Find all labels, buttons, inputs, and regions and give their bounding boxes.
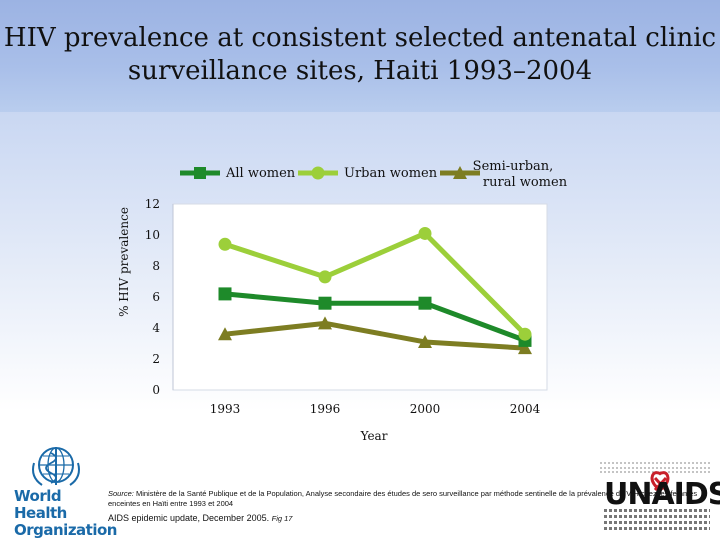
legend-label-all-women: All women [225,166,296,181]
x-tick-label: 2004 [510,402,541,416]
who-wordmark: World Health Organization [14,487,117,539]
unaids-wordmark: UNAIDS [604,477,720,512]
x-tick-label: 2000 [410,402,441,416]
figure-number: Fig 17 [271,514,293,523]
footer-citation: AIDS epidemic update, December 2005. Fig… [108,513,292,523]
x-tick-label: 1993 [210,402,241,416]
series-layer [218,226,532,355]
data-point-semi-urban-rural-women [518,341,532,355]
legend-marker-urban-women [311,166,325,180]
legend-item-semi-urban-women: Semi-urban, rural women [440,159,568,190]
data-point-urban-women [418,226,432,240]
data-point-semi-urban-rural-women [318,316,332,330]
legend-marker-all-women [194,167,206,179]
data-point-urban-women [318,270,332,284]
legend-label-urban-women: Urban women [344,166,438,181]
y-tick-label: 6 [152,290,160,304]
legend-item-all-women: All women [180,166,296,181]
data-point-semi-urban-rural-women [218,327,232,341]
data-point-urban-women [518,327,532,341]
unaids-tagline [604,509,710,533]
who-wordmark-line-2: Organization [14,521,117,539]
legend-marker-semi-urban-women [453,166,467,179]
y-tick-label: 2 [152,352,160,366]
title-banner [0,0,720,112]
series-line-urban-women [224,230,527,336]
y-tick-label: 4 [152,321,160,335]
who-emblem-icon [32,447,80,486]
legend: All women Urban women Semi-urban, rural … [180,159,568,190]
who-wordmark-line-1: World Health [14,487,67,522]
source-label: Source: [108,489,134,498]
x-axis-ticks: 1993 1996 2000 2004 [210,402,541,416]
x-tick-label: 1996 [310,402,341,416]
page-title: HIV prevalence at consistent selected an… [0,22,720,88]
y-tick-label: 8 [152,259,160,273]
footer-text: AIDS epidemic update, December 2005. [108,513,270,523]
data-point-all-women [318,296,332,310]
x-axis-title: Year [360,429,388,443]
data-point-semi-urban-rural-women [418,334,432,348]
title-line-1: HIV prevalence at consistent selected an… [3,23,717,53]
legend-item-urban-women: Urban women [298,166,438,181]
y-axis-title: % HIV prevalence [117,207,131,317]
series-line-all-women [224,291,526,343]
y-tick-label: 10 [145,228,160,242]
legend-label-semi-urban-line-1: Semi-urban, [473,159,554,174]
y-axis-ticks: 0 2 4 6 8 10 12 [145,197,161,397]
data-point-urban-women [218,237,232,251]
source-note: Source: Ministère de la Santé Publique e… [108,489,708,509]
series-line-semi-urban-rural-women [224,320,526,351]
data-point-all-women [418,296,432,310]
title-line-2: surveillance sites, Haiti 1993–2004 [127,56,593,86]
y-tick-label: 0 [152,383,160,397]
source-text: Ministère de la Santé Publique et de la … [108,489,698,508]
legend-label-semi-urban-line-2: rural women [483,175,568,190]
unaids-ribbon-icon [600,462,712,492]
y-tick-label: 12 [145,197,160,211]
data-point-all-women [218,287,232,301]
